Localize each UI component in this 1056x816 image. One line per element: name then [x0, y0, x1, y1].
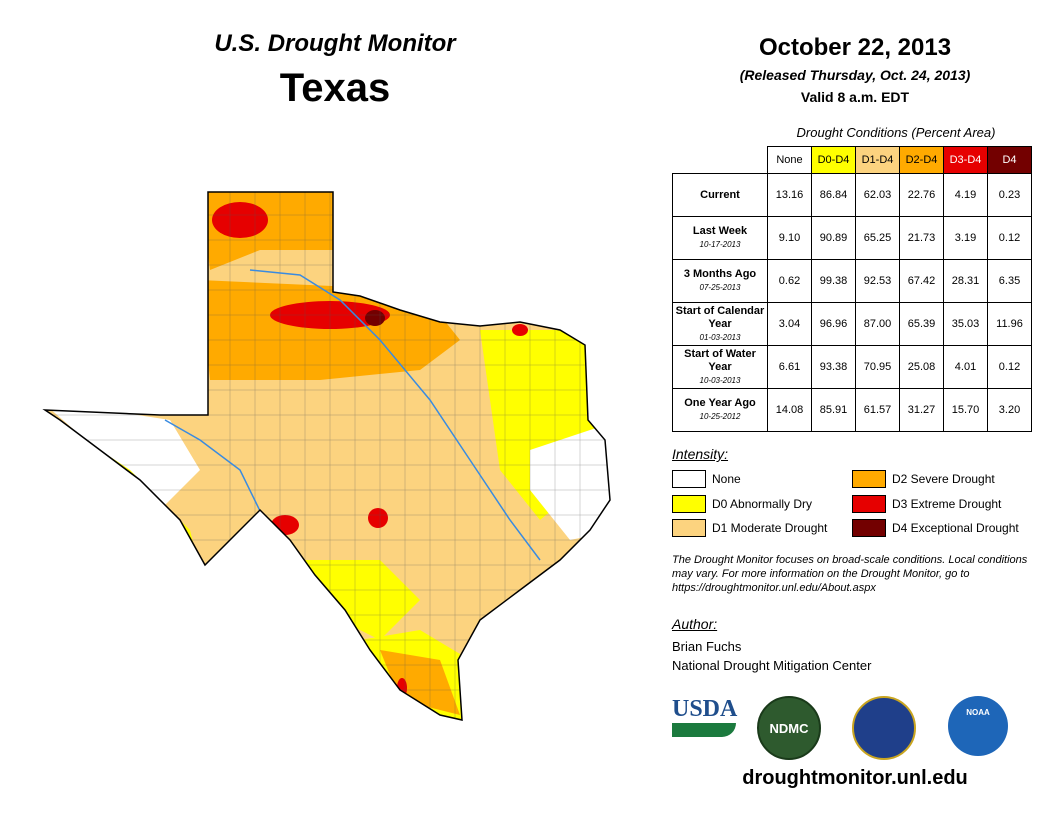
table-cell: 28.31: [943, 259, 988, 303]
table-cell: 67.42: [899, 259, 944, 303]
table-row: Start of Water Year 10-03-2013 6.61 93.38 70…: [672, 345, 1032, 389]
table-cell: 6.35: [987, 259, 1032, 303]
table-cell: 14.08: [767, 388, 812, 432]
legend-swatch: [672, 519, 706, 537]
river-brazos: [249, 269, 541, 561]
table-cell: 62.03: [855, 173, 900, 217]
release-date: (Released Thursday, Oct. 24, 2013): [739, 67, 971, 83]
table-cell: 9.10: [767, 216, 812, 260]
row-label: One Year Ago 10-25-2012: [672, 388, 768, 432]
noaa-logo: NOAA: [948, 696, 1008, 756]
row-label: Start of Water Year 10-03-2013: [672, 345, 768, 389]
table-cell: 4.19: [943, 173, 988, 217]
table-cell: 90.89: [811, 216, 856, 260]
texas-drought-map: [44, 191, 611, 721]
table-cell: 22.76: [899, 173, 944, 217]
table-cell: 93.38: [811, 345, 856, 389]
author-label: Author:: [672, 616, 718, 632]
table-cell: 4.01: [943, 345, 988, 389]
legend-item: D4 Exceptional Drought: [852, 519, 1019, 537]
table-cell: 3.20: [987, 388, 1032, 432]
author-org: National Drought Mitigation Center: [672, 658, 872, 673]
table-cell: 99.38: [811, 259, 856, 303]
map-subtitle: U.S. Drought Monitor: [214, 30, 456, 57]
legend-item: None: [672, 470, 741, 488]
table-row: 3 Months Ago 07-25-2013 0.62 99.38 92.53 67.4…: [672, 259, 1032, 303]
d3-region-south-2: [368, 508, 388, 528]
col-d3-d4: D3-D4: [943, 146, 988, 174]
legend-label: D0 Abnormally Dry: [712, 497, 813, 511]
ndmc-logo: NDMC: [757, 696, 821, 760]
author-name: Brian Fuchs: [672, 639, 742, 654]
table-cell: 13.16: [767, 173, 812, 217]
legend-label: D3 Extreme Drought: [892, 497, 1002, 511]
col-d2-d4: D2-D4: [899, 146, 944, 174]
legend-label: D4 Exceptional Drought: [892, 521, 1019, 535]
map-title: Texas: [279, 66, 391, 110]
d3-region-east: [512, 324, 528, 336]
legend-swatch: [672, 470, 706, 488]
none-region-east: [530, 420, 610, 540]
legend-swatch: [672, 495, 706, 513]
row-label: Current: [672, 173, 768, 217]
table-cell: 0.23: [987, 173, 1032, 217]
table-cell: 3.04: [767, 302, 812, 346]
none-region-west: [45, 400, 200, 510]
table-cell: 6.61: [767, 345, 812, 389]
table-cell: 87.00: [855, 302, 900, 346]
table-cell: 15.70: [943, 388, 988, 432]
col-none: None: [767, 146, 812, 174]
map-date: October 22, 2013: [758, 34, 952, 61]
d3-region-panhandle: [212, 202, 268, 238]
table-cell: 11.96: [987, 302, 1032, 346]
legend-swatch: [852, 519, 886, 537]
table-cell: 0.12: [987, 216, 1032, 260]
table-cell: 3.19: [943, 216, 988, 260]
d4-region: [365, 310, 385, 326]
table-cell: 25.08: [899, 345, 944, 389]
table-cell: 35.03: [943, 302, 988, 346]
table-cell: 96.96: [811, 302, 856, 346]
table-caption: Drought Conditions (Percent Area): [796, 125, 996, 140]
table-row: Start of Calendar Year 01-03-2013 3.04 96.9…: [672, 302, 1032, 346]
table-cell: 0.62: [767, 259, 812, 303]
commerce-seal-logo: [852, 696, 916, 760]
table-row: Last Week 10-17-2013 9.10 90.89 65.25 21.73 3.…: [672, 216, 1032, 260]
table-cell: 70.95: [855, 345, 900, 389]
legend-item: D3 Extreme Drought: [852, 495, 1001, 513]
drought-conditions-table: None D0-D4 D1-D4 D2-D4 D3-D4 D4 Current 1…: [672, 146, 1032, 432]
legend-title: Intensity:: [672, 446, 729, 462]
legend-swatch: [852, 495, 886, 513]
legend-item: D0 Abnormally Dry: [672, 495, 812, 513]
table-row: One Year Ago 10-25-2012 14.08 85.91 61.57 31.…: [672, 388, 1032, 432]
table-cell: 92.53: [855, 259, 900, 303]
table-cell: 31.27: [899, 388, 944, 432]
valid-time: Valid 8 a.m. EDT: [800, 89, 910, 105]
table-cell: 85.91: [811, 388, 856, 432]
table-cell: 86.84: [811, 173, 856, 217]
legend-label: None: [712, 472, 741, 486]
col-d4: D4: [987, 146, 1032, 174]
table-cell: 65.39: [899, 302, 944, 346]
legend-label: D2 Severe Drought: [892, 472, 995, 486]
col-d1-d4: D1-D4: [855, 146, 900, 174]
table-cell: 21.73: [899, 216, 944, 260]
table-cell: 61.57: [855, 388, 900, 432]
website-url[interactable]: droughtmonitor.unl.edu: [742, 767, 968, 789]
table-cell: 0.12: [987, 345, 1032, 389]
usda-logo: USDA: [672, 696, 737, 737]
disclaimer-note: The Drought Monitor focuses on broad-sca…: [672, 554, 1028, 594]
col-d0-d4: D0-D4: [811, 146, 856, 174]
legend-item: D2 Severe Drought: [852, 470, 995, 488]
legend-item: D1 Moderate Drought: [672, 519, 827, 537]
row-label: 3 Months Ago 07-25-2013: [672, 259, 768, 303]
author-block: Brian Fuchs National Drought Mitigation C…: [672, 637, 871, 675]
row-label: Start of Calendar Year 01-03-2013: [672, 302, 768, 346]
table-row: Current 13.16 86.84 62.03 22.76 4.19 0.23: [672, 173, 1032, 217]
legend-label: D1 Moderate Drought: [712, 521, 828, 535]
legend-swatch: [852, 470, 886, 488]
table-cell: 65.25: [855, 216, 900, 260]
row-label: Last Week 10-17-2013: [672, 216, 768, 260]
